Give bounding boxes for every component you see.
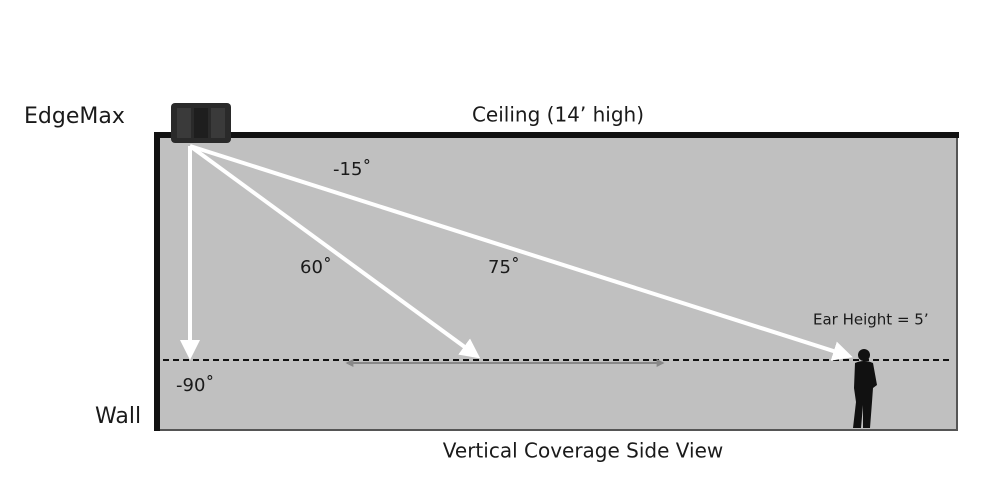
device-label: EdgeMax xyxy=(24,104,125,129)
coverage-rays xyxy=(180,144,853,361)
angle-label: -15˚ xyxy=(333,159,371,180)
angle-label: 75˚ xyxy=(488,257,520,278)
wall-label: Wall xyxy=(95,404,141,429)
person-silhouette xyxy=(853,349,877,428)
ceiling-label: Ceiling (14’ high) xyxy=(472,103,644,127)
angle-label: -90˚ xyxy=(176,375,214,396)
angle-label: 60˚ xyxy=(300,257,332,278)
ear-height-label: Ear Height = 5’ xyxy=(813,311,929,329)
caption: Vertical Coverage Side View xyxy=(443,439,723,463)
device-icon xyxy=(171,103,231,143)
room xyxy=(156,134,958,431)
